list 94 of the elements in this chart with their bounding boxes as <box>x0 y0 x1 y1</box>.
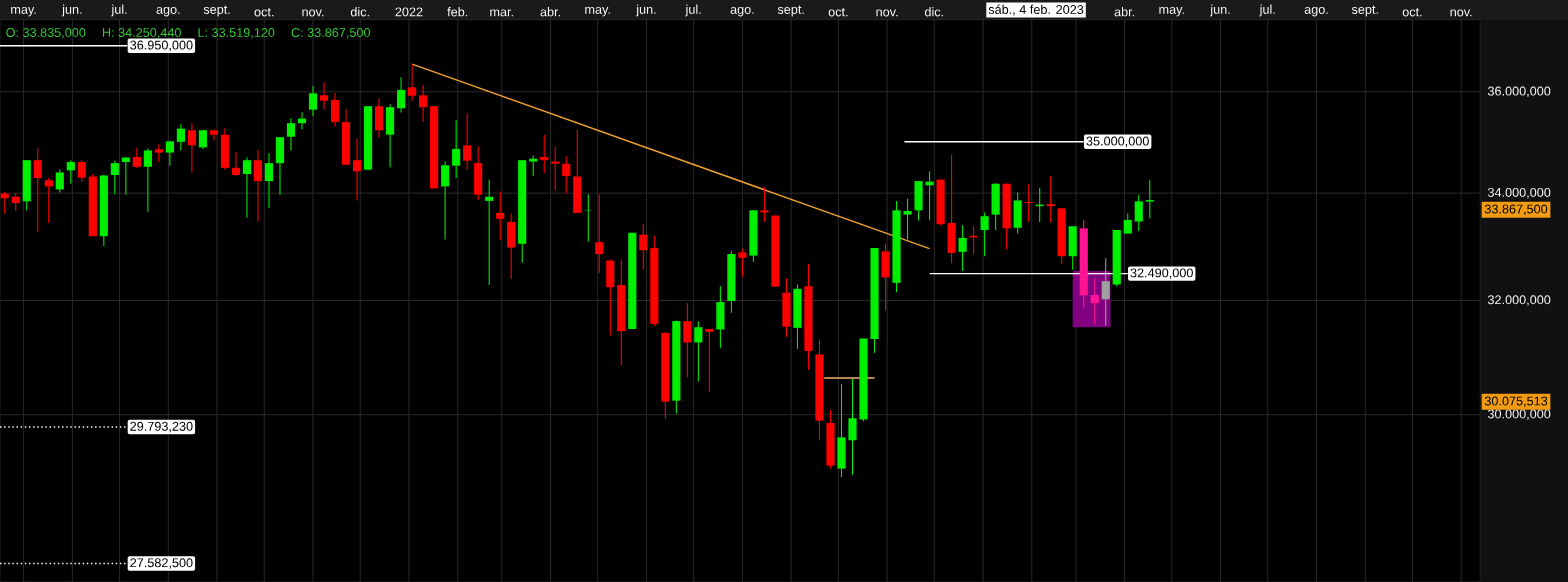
annotation: 35.000,000 <box>1086 136 1149 148</box>
y-tick-label: 36.000,000 <box>1487 86 1551 98</box>
candlestick <box>154 143 163 163</box>
candlestick <box>231 151 241 177</box>
annotation: O: 33.835,000 <box>6 28 86 39</box>
candlestick <box>66 159 75 185</box>
candlestick <box>352 137 362 202</box>
candlestick <box>683 302 692 378</box>
candlestick <box>551 146 560 192</box>
annotation: L: 33.519,120 <box>198 28 275 39</box>
candlestick <box>264 152 274 209</box>
candlestick <box>694 321 703 382</box>
y-tick-label: 30.000,000 <box>1487 409 1551 420</box>
candlestick <box>209 128 219 142</box>
candlestick <box>452 119 461 179</box>
candlestick <box>176 123 185 151</box>
candlestick <box>308 85 318 117</box>
candlestick <box>958 224 967 272</box>
x-tick-label: jun. <box>635 4 656 17</box>
x-tick-label: abr. <box>540 7 560 17</box>
candlestick <box>848 377 857 476</box>
candlestick <box>1123 213 1132 235</box>
candlestick <box>485 179 494 286</box>
x-tick-label: ago. <box>1304 6 1328 17</box>
candlestick <box>1145 179 1154 219</box>
x-tick-label: jul. <box>111 4 127 17</box>
x-tick-label: oct. <box>254 8 274 17</box>
candlestick <box>286 117 296 151</box>
x-tick-label: ago. <box>730 6 754 17</box>
x-tick-label: jul. <box>1259 4 1275 17</box>
candlestick <box>242 157 252 219</box>
candlestick <box>408 63 417 102</box>
annotation: C: 33.867,500 <box>291 28 371 39</box>
candlestick <box>44 177 53 224</box>
y-tick-label: 32.000,000 <box>1487 295 1551 306</box>
text: 30.075,513 <box>1484 396 1548 407</box>
candlestick <box>463 112 472 171</box>
candlestick <box>540 134 549 174</box>
candlestick <box>132 147 141 169</box>
candlestick <box>33 147 42 233</box>
x-tick-label: may. <box>11 6 36 17</box>
x-tick-label: dic. <box>924 7 943 17</box>
candlestick <box>496 190 505 241</box>
candlestick <box>77 159 86 183</box>
x-tick-label: abr. <box>1114 7 1135 17</box>
candlestick <box>760 186 769 223</box>
candlestick <box>441 161 450 241</box>
candlestick <box>187 122 196 173</box>
x-tick-label: feb. <box>447 7 468 17</box>
annotation: 29.793,230 <box>130 421 193 433</box>
y-tick-label: 34.000,000 <box>1487 187 1551 199</box>
text: sáb., 4 feb. 2023 <box>988 4 1084 16</box>
text: 33.867,500 <box>1484 204 1548 216</box>
annotation: 32.490,000 <box>1130 268 1193 279</box>
x-tick-label: nov. <box>876 9 898 17</box>
x-tick-label: ago. <box>156 6 180 17</box>
annotation: 36.950,000 <box>130 40 193 52</box>
x-tick-label: jun. <box>1210 4 1230 17</box>
candlestick <box>330 92 340 128</box>
x-tick-label: mar. <box>490 9 513 17</box>
candlestick <box>165 140 174 167</box>
candlestick <box>595 193 604 274</box>
candlestick <box>143 147 152 213</box>
candlestick <box>529 154 538 177</box>
candlestick <box>319 81 329 111</box>
x-tick-label: nov. <box>1450 9 1472 17</box>
candlestick <box>110 160 119 195</box>
x-tick-label: may. <box>1159 6 1184 17</box>
candlestick <box>562 155 571 194</box>
candlestick <box>419 84 428 123</box>
x-tick-label: dic. <box>350 7 369 17</box>
candlestick <box>738 248 747 278</box>
x-tick-label: oct. <box>828 8 848 17</box>
candlestick <box>397 76 406 114</box>
candlestick <box>55 168 64 194</box>
candlestick <box>705 328 714 393</box>
x-tick-label: sept. <box>777 5 804 17</box>
candlestick <box>1101 257 1110 327</box>
candlestick <box>903 198 912 241</box>
candlestick <box>253 149 263 223</box>
candlestick <box>639 223 648 271</box>
x-tick-label: sept. <box>203 5 230 17</box>
x-tick-label: nov. <box>302 9 324 17</box>
annotation: 27.582,500 <box>130 558 193 569</box>
x-tick-label: sept. <box>1351 5 1378 17</box>
x-tick-label: jun. <box>61 4 82 17</box>
x-tick-label: jul. <box>685 4 701 17</box>
candlestick <box>1134 194 1143 232</box>
x-tick-label: 2022 <box>395 7 423 17</box>
candlestick <box>1090 277 1099 325</box>
candlestick <box>980 211 989 257</box>
x-tick-label: oct. <box>1402 8 1422 17</box>
x-tick-label: may. <box>585 6 610 17</box>
annotation: H: 34.250,440 <box>102 28 181 39</box>
